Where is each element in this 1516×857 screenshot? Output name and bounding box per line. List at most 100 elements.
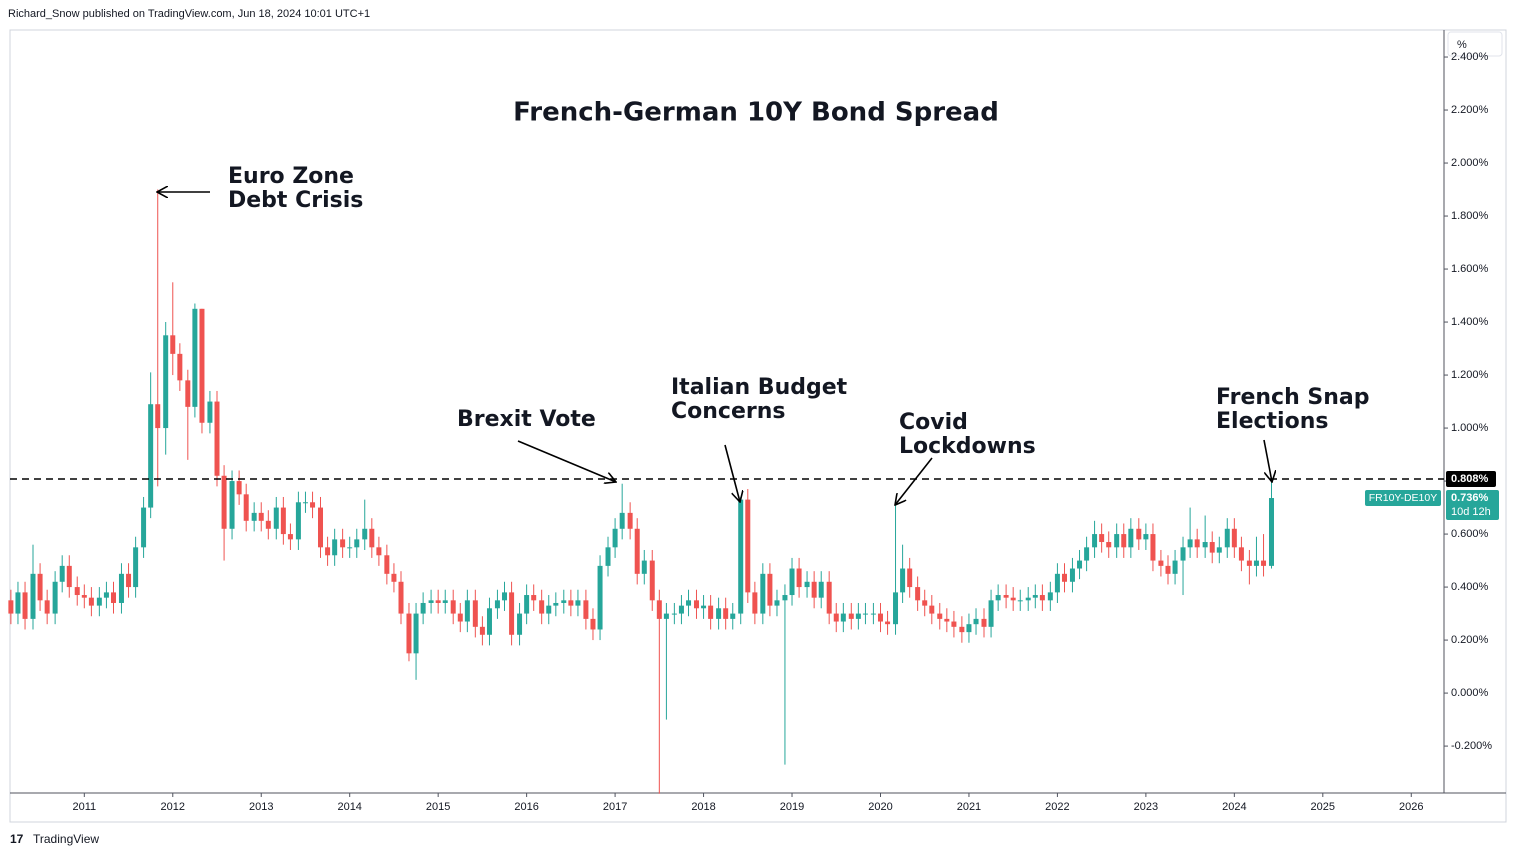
- y-tick-label: 0.400%: [1451, 581, 1489, 593]
- candle-body: [1261, 560, 1267, 566]
- candle-body: [546, 605, 552, 614]
- last-price-label: 0.736%: [1451, 492, 1489, 504]
- candle-body: [37, 573, 43, 601]
- x-tick-label: 2021: [957, 801, 981, 813]
- candle-body: [1246, 560, 1252, 566]
- candle-body: [464, 600, 470, 622]
- y-tick-label: 1.800%: [1451, 210, 1489, 222]
- candle-body: [981, 618, 987, 627]
- candle-body: [413, 613, 419, 654]
- x-tick-label: 2013: [249, 801, 273, 813]
- y-tick-label: 0.000%: [1451, 687, 1489, 699]
- candle-body: [170, 335, 176, 354]
- candle-body: [531, 595, 537, 601]
- candle-body: [708, 605, 714, 619]
- candle-body: [937, 613, 943, 619]
- header: Richard_Snow published on TradingView.co…: [8, 8, 370, 20]
- candle-body: [723, 608, 729, 619]
- candle-body: [634, 528, 640, 574]
- candle-body: [1216, 547, 1222, 553]
- annotation-text: French Snap: [1216, 385, 1370, 410]
- candle-body: [1061, 573, 1067, 582]
- annotation-text: Covid: [899, 410, 968, 435]
- candle-body: [479, 626, 485, 635]
- candle-body: [752, 592, 758, 614]
- annotation-text: Euro Zone: [228, 164, 354, 189]
- candle-body: [347, 547, 353, 549]
- x-tick-label: 2012: [161, 801, 185, 813]
- candle-body: [619, 512, 625, 529]
- candle-body: [251, 512, 257, 521]
- annotation-text: Brexit Vote: [457, 407, 596, 432]
- candle-body: [265, 520, 271, 529]
- candle-body: [384, 555, 390, 574]
- candle-body: [524, 595, 530, 614]
- candle-body: [804, 581, 810, 588]
- candle-body: [243, 494, 249, 521]
- candle-body: [1202, 542, 1208, 548]
- candle-body: [435, 600, 441, 603]
- candle-body: [693, 600, 699, 609]
- y-tick-label: 0.600%: [1451, 528, 1489, 540]
- candle-body: [1039, 595, 1045, 601]
- symbol-label: FR10Y-DE10Y: [1369, 492, 1437, 504]
- candle-body: [1010, 597, 1016, 601]
- x-tick-label: 2024: [1222, 801, 1246, 813]
- footer: TradingView: [33, 832, 99, 846]
- candle-body: [8, 600, 14, 614]
- candle-body: [716, 608, 722, 619]
- candle-body: [273, 507, 279, 529]
- candle-body: [1054, 573, 1060, 593]
- candle-body: [656, 600, 662, 619]
- candle-body: [862, 613, 868, 615]
- candle-body: [1172, 560, 1178, 574]
- candle-body: [214, 401, 220, 476]
- candle-body: [486, 608, 492, 635]
- candle-body: [1128, 528, 1134, 548]
- x-tick-label: 2011: [72, 801, 96, 813]
- candle-body: [258, 512, 264, 521]
- candle-body: [354, 539, 360, 548]
- candle-body: [597, 565, 603, 630]
- candle-body: [1165, 565, 1171, 574]
- candle-body: [177, 353, 183, 381]
- annotation-text: Concerns: [671, 399, 786, 424]
- candle-body: [988, 600, 994, 627]
- candle-body: [893, 592, 899, 625]
- candle-body: [494, 600, 500, 609]
- last-price-box: [1446, 490, 1499, 521]
- candle-body: [915, 587, 921, 601]
- chart-frame: [9, 29, 1507, 823]
- candle-body: [502, 592, 508, 601]
- candle-body: [678, 605, 684, 614]
- candle-body: [612, 528, 618, 548]
- candle-body: [929, 605, 935, 614]
- candle-body: [539, 600, 545, 614]
- candle-body: [649, 560, 655, 601]
- candle-body: [192, 308, 198, 407]
- y-tick-label: 1.000%: [1451, 422, 1489, 434]
- candle-body: [760, 573, 766, 614]
- logo-mark: 17: [10, 832, 24, 846]
- x-tick-label: 2023: [1134, 801, 1158, 813]
- candle-body: [472, 600, 478, 627]
- candle-body: [428, 600, 434, 603]
- candle-body: [1187, 539, 1193, 548]
- x-tick-label: 2025: [1311, 801, 1335, 813]
- candle-body: [199, 308, 205, 423]
- candle-body: [944, 618, 950, 622]
- annotation-arrow: [724, 444, 740, 502]
- unit-button[interactable]: [1447, 31, 1503, 57]
- annotation-text: Italian Budget: [671, 375, 848, 400]
- y-tick-label: 1.200%: [1451, 369, 1489, 381]
- candle-body: [118, 573, 124, 603]
- candle-body: [671, 613, 677, 615]
- candle-body: [995, 595, 1001, 601]
- candle-body: [1268, 498, 1274, 566]
- candle-body: [833, 613, 839, 622]
- candle-body: [774, 600, 780, 606]
- candle-body: [789, 568, 795, 596]
- candle-body: [855, 613, 861, 619]
- annotation-arrow: [895, 457, 933, 505]
